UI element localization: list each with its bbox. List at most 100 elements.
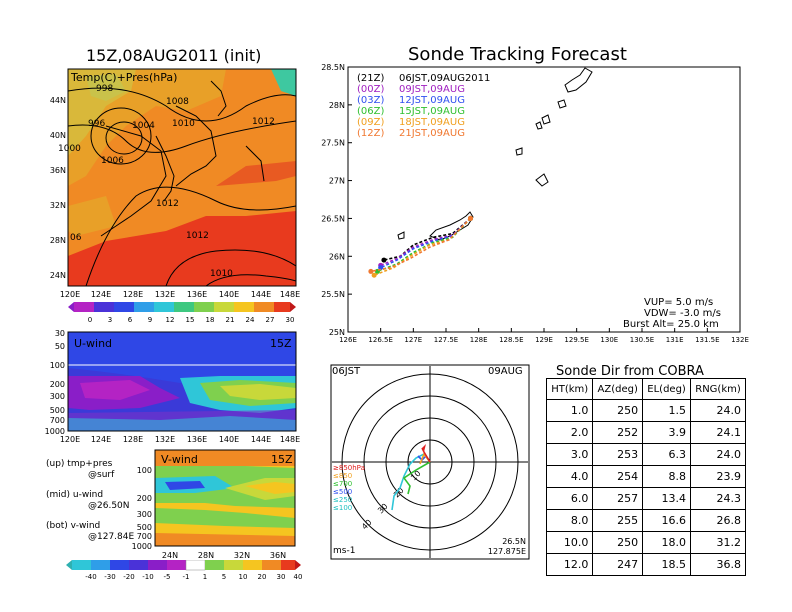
table-cell: 252 <box>592 421 644 444</box>
lon-tick: 130E <box>600 336 618 344</box>
track-point <box>378 265 384 271</box>
isobar-label: 1006 <box>101 156 124 166</box>
tracking-legend-item: (06Z) 15JST,09AUG <box>357 106 490 117</box>
u-wind-label: U-wind <box>74 337 112 350</box>
table-header: HT(km) <box>545 378 594 400</box>
note-mid: (mid) u-wind <box>46 490 104 500</box>
table-header: RNG(km) <box>690 378 746 400</box>
colorbar-tick: 10 <box>239 573 248 581</box>
polar-legend-item: ≥850hPa <box>333 464 365 472</box>
v-wind-panel: V-wind 15Z 100 200 300 500 700 1000 24N … <box>132 449 296 560</box>
table-cell: 31.2 <box>690 531 746 554</box>
colorbar-tick: 6 <box>128 316 133 324</box>
lon-tick: 132E <box>155 435 175 444</box>
lat-tick: 27.5N <box>321 139 345 148</box>
table-cell: 254 <box>592 465 644 488</box>
lon-tick: 129E <box>535 336 553 344</box>
pres-tick: 500 <box>137 523 152 532</box>
colorbar-tick: -10 <box>142 573 153 581</box>
colorbar-tick: -20 <box>123 573 134 581</box>
lon-tick: 120E <box>60 435 80 444</box>
lon-tick: 136E <box>187 435 207 444</box>
table-title: Sonde Dir from COBRA <box>556 364 704 379</box>
lon-tick: 127.5E <box>434 336 458 344</box>
colorbar-tick: 21 <box>226 316 235 324</box>
polar-lon: 127.875E <box>488 547 526 556</box>
plot-frame <box>347 66 741 333</box>
polar-legend-item: ≤700 <box>333 480 352 488</box>
tracking-legend: (21Z) 06JST,09AUG2011 (00Z) 09JST,09AUG (03Z… <box>357 73 490 139</box>
table-cell: 257 <box>592 487 644 510</box>
map-title: 15Z,08AUG2011 (init) <box>86 46 262 65</box>
pres-tick: 50 <box>55 342 65 351</box>
table-cell: 1.5 <box>642 399 692 422</box>
colorbar-tick: 20 <box>258 573 267 581</box>
lon-tick: 148E <box>280 290 300 299</box>
lon-tick: 128.5E <box>499 336 523 344</box>
table-cell: 18.5 <box>642 553 692 576</box>
legend-time: 15JST,09AUG <box>399 106 465 117</box>
table-cell: 10.0 <box>545 531 594 554</box>
table-cell: 255 <box>592 509 644 532</box>
table-header: EL(deg) <box>642 378 692 400</box>
pres-tick: 1000 <box>45 427 65 436</box>
polar-legend-item: ≤850 <box>333 472 352 480</box>
legend-code: (09Z) <box>357 117 385 128</box>
lon-tick: 128E <box>123 290 143 299</box>
table-cell: 4.0 <box>545 465 594 488</box>
polar-time-left: 06JST <box>332 366 361 377</box>
lat-tick: 28.5N <box>321 63 345 72</box>
isobar-label: 06 <box>70 233 82 243</box>
lat-tick: 27N <box>329 177 345 186</box>
polar-unit: ms-1 <box>333 546 355 556</box>
legend-code: (00Z) <box>357 84 385 95</box>
lat-tick: 44N <box>50 96 66 105</box>
table-cell: 8.8 <box>642 465 692 488</box>
colorbar-tick: 30 <box>286 316 295 324</box>
table-header: AZ(deg) <box>592 378 644 400</box>
table-cell: 2.0 <box>545 421 594 444</box>
colorbar-tick: 3 <box>108 316 112 324</box>
pres-tick: 200 <box>50 380 65 389</box>
table-row: 4.0 254 8.8 23.9 <box>545 465 746 488</box>
colorbar-tick: -40 <box>85 573 96 581</box>
temp-colorbar <box>68 302 296 312</box>
v-wind-label: V-wind <box>161 453 198 466</box>
lat-tick: 26.5N <box>321 214 345 223</box>
lon-tick: 144E <box>251 435 271 444</box>
table-cell: 250 <box>592 399 644 422</box>
legend-time: 21JST,09AUG <box>399 128 465 139</box>
table-cell: 1.0 <box>545 399 594 422</box>
isobar-label: 1010 <box>172 119 195 129</box>
note-bot: (bot) v-wind <box>46 521 101 531</box>
table-cell: 3.0 <box>545 443 594 466</box>
table-cell: 250 <box>592 531 644 554</box>
table-cell: 18.0 <box>642 531 692 554</box>
lon-tick: 124E <box>91 290 111 299</box>
isobar-label: 1012 <box>252 117 275 127</box>
coastline <box>397 67 593 241</box>
pres-tick: 100 <box>137 466 152 475</box>
colorbar-tick: 18 <box>206 316 215 324</box>
lon-tick: 144E <box>251 290 271 299</box>
pres-tick: 200 <box>137 494 152 503</box>
isobar-label: 1000 <box>58 144 81 154</box>
pres-tick: 300 <box>50 392 65 401</box>
lat-tick: 32N <box>234 551 250 560</box>
tracking-chart: 28.5N 28N 27.5N 27N 26.5N 26N 25.5N 25N 126E 126… <box>321 63 749 344</box>
lon-tick: 130.5E <box>630 336 654 344</box>
table-row: 8.0 255 16.6 26.8 <box>545 509 746 532</box>
polar-legend-item: ≤500 <box>333 488 352 496</box>
track-line <box>370 217 472 273</box>
table-cell: 26.8 <box>690 509 746 532</box>
lon-tick: 129.5E <box>564 336 588 344</box>
table-cell: 247 <box>592 553 644 576</box>
colorbar-tick: 40 <box>294 573 303 581</box>
colorbar-tick: -30 <box>104 573 115 581</box>
lon-tick: 131E <box>666 336 684 344</box>
track-point <box>468 215 473 221</box>
table-row: 10.0 250 18.0 31.2 <box>545 531 746 554</box>
lat-tick: 36N <box>270 551 286 560</box>
tracking-legend-item: (00Z) 09JST,09AUG <box>357 84 490 95</box>
table-cell: 24.3 <box>690 487 746 510</box>
